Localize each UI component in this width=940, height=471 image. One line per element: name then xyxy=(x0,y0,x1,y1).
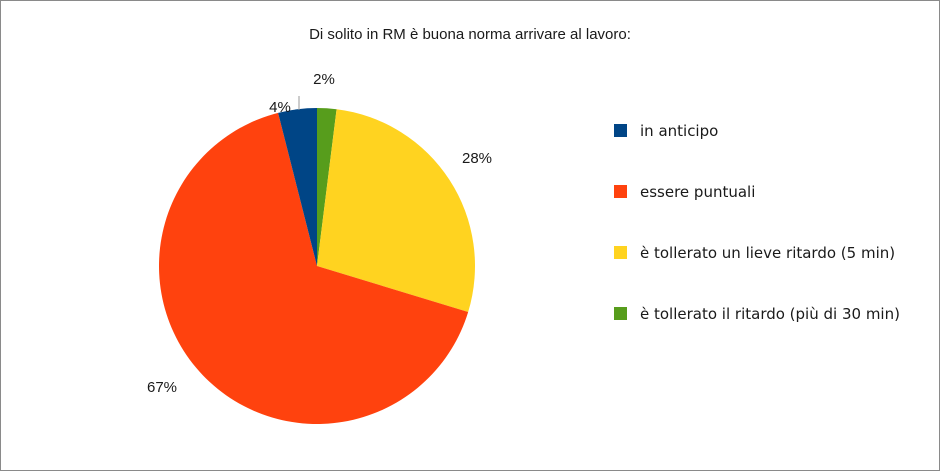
legend-swatch-e-tollerato-il-ritardo-piu-di-30-min xyxy=(614,307,627,320)
legend-label-e-tollerato-il-ritardo-piu-di-30-min: è tollerato il ritardo (più di 30 min) xyxy=(640,305,900,323)
legend-swatch-e-tollerato-un-lieve-ritardo-5-min xyxy=(614,246,627,259)
pie-slice-e-tollerato-il-ritardo-piu-di-30-min xyxy=(317,108,337,266)
legend-swatch-essere-puntuali xyxy=(614,185,627,198)
data-label-essere-puntuali: 67% xyxy=(147,379,177,396)
data-label-e-tollerato-il-ritardo-piu-di-30-min: 2% xyxy=(313,71,335,88)
legend-label-e-tollerato-un-lieve-ritardo-5-min: è tollerato un lieve ritardo (5 min) xyxy=(640,244,895,262)
pie-slice-in-anticipo xyxy=(278,108,317,266)
legend-label-in-anticipo: in anticipo xyxy=(640,122,718,140)
legend-label-essere-puntuali: essere puntuali xyxy=(640,183,755,201)
pie-slice-essere-puntuali xyxy=(159,112,469,424)
chart-title: Di solito in RM è buona norma arrivare a… xyxy=(309,26,631,43)
pie-slice-e-tollerato-un-lieve-ritardo-5-min xyxy=(317,109,475,313)
data-label-e-tollerato-un-lieve-ritardo-5-min: 28% xyxy=(462,150,492,167)
data-label-in-anticipo: 4% xyxy=(269,99,291,116)
legend-swatch-in-anticipo xyxy=(614,124,627,137)
